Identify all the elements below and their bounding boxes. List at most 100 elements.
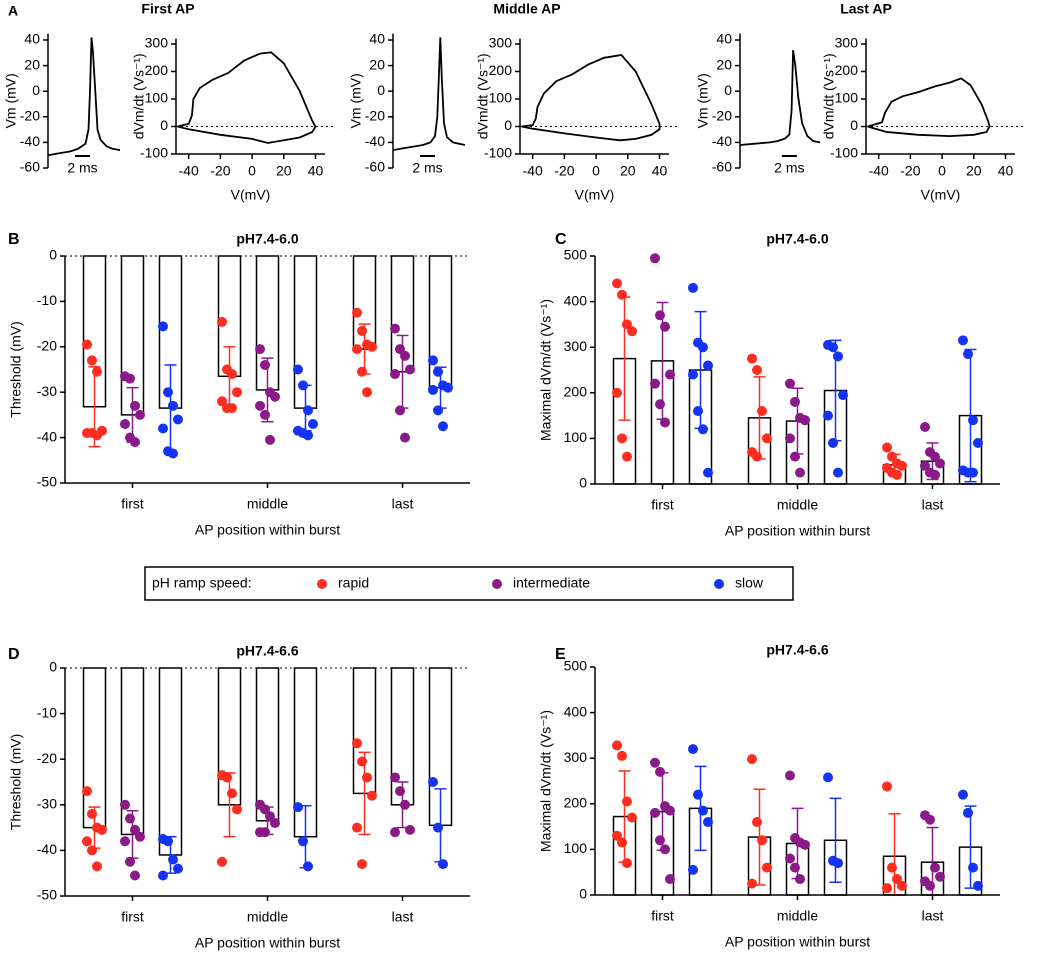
- y-tick-label: -100: [140, 145, 168, 161]
- y-axis-label: Vm (mV): [348, 73, 364, 128]
- data-point: [158, 423, 168, 434]
- data-point: [303, 430, 313, 441]
- data-point: [935, 458, 945, 469]
- y-tick-label: -20: [37, 750, 57, 766]
- data-point: [232, 804, 242, 815]
- data-point: [227, 788, 237, 799]
- data-point: [270, 391, 280, 402]
- trace: [739, 50, 821, 146]
- data-point: [125, 813, 135, 824]
- y-tick-label: 300: [835, 35, 859, 51]
- data-point: [357, 366, 367, 377]
- data-point: [790, 862, 800, 873]
- data-point: [168, 854, 178, 865]
- data-point: [617, 837, 627, 848]
- data-point: [400, 799, 410, 810]
- x-tick-label: first: [651, 497, 674, 513]
- x-tick-label: middle: [247, 909, 288, 925]
- data-point: [958, 789, 968, 800]
- data-point: [930, 451, 940, 462]
- data-point: [650, 253, 660, 264]
- data-point: [622, 858, 632, 869]
- y-tick-label: 300: [564, 749, 588, 765]
- panel-letter: E: [555, 646, 566, 663]
- data-point: [130, 870, 140, 881]
- panel-letter: D: [8, 646, 20, 663]
- y-tick-label: 0: [579, 475, 587, 491]
- data-point: [260, 827, 270, 838]
- data-point: [82, 786, 92, 797]
- panel-letter: A: [8, 3, 18, 19]
- data-point: [800, 839, 810, 850]
- x-axis-label: AP position within burst: [725, 934, 870, 950]
- y-tick-label: 0: [49, 247, 57, 263]
- data-point: [352, 738, 362, 749]
- data-point: [622, 319, 632, 330]
- x-tick-label: first: [651, 908, 674, 924]
- y-tick-label: -20: [712, 108, 732, 124]
- x-axis-label: AP position within burst: [725, 523, 870, 539]
- y-tick-label: -40: [365, 133, 385, 149]
- y-tick-label: -40: [20, 133, 40, 149]
- y-tick-label: 40: [369, 31, 385, 47]
- data-point: [352, 344, 362, 355]
- data-point: [390, 827, 400, 838]
- y-tick-label: 300: [489, 35, 513, 51]
- data-point: [833, 351, 843, 362]
- y-tick-label: 200: [564, 384, 588, 400]
- data-point: [930, 862, 940, 873]
- y-tick-label: 0: [49, 659, 57, 675]
- data-point: [660, 321, 670, 332]
- data-point: [82, 836, 92, 847]
- data-point: [135, 831, 145, 842]
- data-point: [92, 861, 102, 872]
- data-point: [655, 399, 665, 410]
- data-point: [352, 307, 362, 318]
- y-tick-label: 40: [24, 31, 40, 47]
- y-axis-label: dVm/dt (Vs⁻¹): [131, 53, 147, 139]
- x-tick-label: 20: [276, 163, 292, 179]
- data-point: [438, 859, 448, 870]
- y-tick-label: 200: [564, 795, 588, 811]
- data-point: [92, 430, 102, 441]
- data-point: [163, 387, 173, 398]
- data-point: [665, 369, 675, 380]
- x-tick-label: -40: [523, 163, 543, 179]
- data-point: [217, 856, 227, 867]
- data-point: [173, 414, 183, 425]
- data-point: [688, 369, 698, 380]
- data-point: [650, 807, 660, 818]
- panel-title: Middle AP: [493, 1, 560, 17]
- legend-swatch: [714, 579, 724, 589]
- data-point: [660, 417, 670, 428]
- y-tick-label: -60: [20, 159, 40, 175]
- y-tick-label: 400: [564, 703, 588, 719]
- data-point: [232, 387, 242, 398]
- x-tick-label: 20: [620, 163, 636, 179]
- data-point: [897, 460, 907, 471]
- x-axis-label: AP position within burst: [195, 522, 340, 538]
- data-point: [612, 830, 622, 841]
- trace: [867, 77, 991, 138]
- data-point: [395, 405, 405, 416]
- data-point: [173, 863, 183, 874]
- y-tick-label: 0: [724, 82, 732, 98]
- data-point: [400, 432, 410, 443]
- panel-letter: B: [8, 231, 20, 248]
- panel-title: First AP: [141, 1, 194, 17]
- data-point: [265, 811, 275, 822]
- y-tick-label: 200: [489, 62, 513, 78]
- data-point: [752, 817, 762, 828]
- data-point: [838, 390, 848, 401]
- y-axis-label: Threshold (mV): [8, 734, 24, 830]
- y-tick-label: -20: [37, 338, 57, 354]
- y-tick-label: 0: [579, 886, 587, 902]
- data-point: [433, 405, 443, 416]
- data-point: [622, 796, 632, 807]
- data-point: [920, 422, 930, 432]
- data-point: [82, 339, 92, 350]
- data-point: [168, 448, 178, 459]
- data-point: [158, 321, 168, 332]
- data-point: [833, 467, 843, 478]
- data-point: [405, 824, 415, 835]
